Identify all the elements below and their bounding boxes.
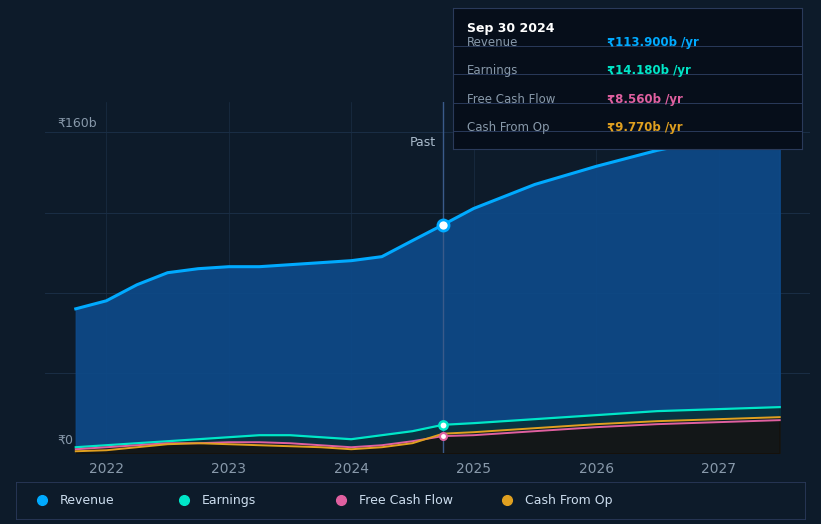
Text: ₹0: ₹0	[57, 434, 73, 447]
Text: ₹8.560b /yr: ₹8.560b /yr	[607, 93, 682, 106]
Text: ₹113.900b /yr: ₹113.900b /yr	[607, 36, 699, 49]
Text: Earnings: Earnings	[202, 494, 256, 507]
Text: Past: Past	[410, 136, 436, 149]
Text: Cash From Op: Cash From Op	[525, 494, 612, 507]
Text: Analysts Forecasts: Analysts Forecasts	[453, 136, 569, 149]
Text: ₹14.180b /yr: ₹14.180b /yr	[607, 64, 690, 78]
Text: Revenue: Revenue	[467, 36, 519, 49]
Text: Free Cash Flow: Free Cash Flow	[467, 93, 556, 106]
Text: ₹9.770b /yr: ₹9.770b /yr	[607, 121, 682, 134]
Text: Sep 30 2024: Sep 30 2024	[467, 22, 555, 35]
Text: Cash From Op: Cash From Op	[467, 121, 549, 134]
Text: Revenue: Revenue	[60, 494, 114, 507]
Text: Free Cash Flow: Free Cash Flow	[360, 494, 453, 507]
Text: ₹160b: ₹160b	[57, 117, 97, 130]
Text: Earnings: Earnings	[467, 64, 519, 78]
